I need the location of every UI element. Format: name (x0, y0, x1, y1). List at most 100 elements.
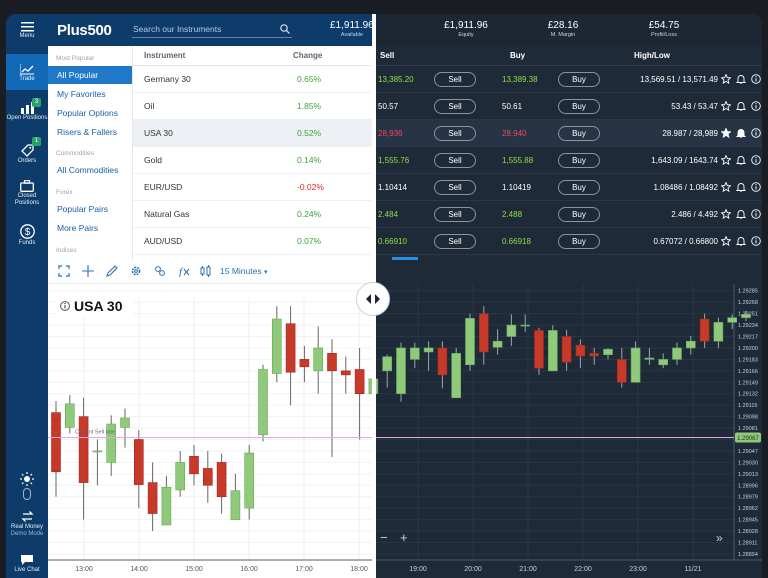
time-tick-label: 23:00 (629, 566, 647, 573)
info-icon[interactable] (751, 128, 761, 138)
menu-popular-options[interactable]: Popular Options (57, 108, 118, 118)
table-row[interactable]: 13,385.20 Sell 13,389.38 Buy 13,569.51 / 13,… (372, 66, 762, 93)
candle (340, 370, 351, 376)
buy-price: 50.61 (502, 102, 523, 111)
bell-icon[interactable] (736, 101, 746, 111)
chart-type-icon[interactable] (200, 265, 212, 277)
search-input[interactable]: Search our Instruments (132, 21, 292, 38)
search-icon[interactable] (280, 24, 290, 34)
table-row[interactable]: Gold 0.14% (133, 147, 372, 174)
zoom-out-button[interactable]: − (380, 530, 388, 545)
pencil-icon[interactable] (106, 265, 118, 277)
stat-available: £1,911.96 Available (330, 20, 374, 39)
nav-trade[interactable]: Trade (6, 54, 48, 90)
sell-button[interactable]: Sell (434, 207, 476, 222)
brightness-toggle[interactable] (6, 472, 48, 502)
nav-open-positions[interactable]: Open Positions 3 (6, 98, 48, 132)
table-row[interactable]: 2.484 Sell 2.488 Buy 2.486 / 4.492 (372, 201, 762, 228)
table-row[interactable]: 1.10414 Sell 1.10419 Buy 1.08486 / 1.08492 (372, 174, 762, 201)
bell-icon[interactable] (736, 128, 746, 138)
candle (120, 417, 130, 428)
table-row[interactable]: USA 30 0.52% (133, 120, 372, 147)
chart-icon (20, 64, 34, 75)
fullscreen-icon[interactable] (58, 265, 70, 277)
bell-icon[interactable] (736, 209, 746, 219)
table-row[interactable]: 1,555.76 Sell 1,555.88 Buy 1,643.09 / 1643.7… (372, 147, 762, 174)
indicators-icon[interactable]: f (178, 265, 190, 277)
info-icon[interactable] (751, 182, 761, 192)
info-icon[interactable] (751, 155, 761, 165)
nav-menu[interactable]: Menu (6, 22, 48, 48)
table-row[interactable]: 50.57 Sell 50.61 Buy 53.43 / 53.47 (372, 93, 762, 120)
sell-button[interactable]: Sell (434, 126, 476, 141)
candle (382, 356, 393, 372)
info-icon[interactable] (751, 74, 761, 84)
sell-button[interactable]: Sell (434, 72, 476, 87)
info-icon[interactable] (751, 236, 761, 246)
bell-icon[interactable] (736, 182, 746, 192)
menu-all-commodities[interactable]: All Commodities (57, 165, 119, 175)
menu-risers-fallers[interactable]: Risers & Fallers (57, 127, 117, 137)
compare-icon[interactable] (154, 265, 166, 277)
gear-icon[interactable] (130, 265, 142, 277)
theme-switch[interactable] (23, 488, 31, 500)
price-tick-label: 1.29098 (738, 415, 758, 421)
table-row[interactable]: 0.66910 Sell 0.66918 Buy 0.67072 / 0.66800 (372, 228, 762, 255)
info-icon[interactable] (751, 101, 761, 111)
menu-section-most-popular: Most Popular (56, 55, 95, 62)
buy-button[interactable]: Buy (558, 72, 600, 87)
crosshair-icon[interactable] (82, 265, 94, 277)
candlestick-chart[interactable]: 1.292851.292681.292511.292341.292171.292… (48, 284, 762, 578)
candle (727, 317, 738, 323)
star-icon[interactable] (721, 182, 731, 192)
candle (161, 486, 172, 526)
table-row[interactable]: Natural Gas 0.24% (133, 201, 372, 228)
sell-button[interactable]: Sell (434, 180, 476, 195)
info-icon[interactable] (751, 209, 761, 219)
star-icon[interactable] (721, 101, 731, 111)
candle (285, 323, 296, 373)
buy-button[interactable]: Buy (558, 153, 600, 168)
buy-button[interactable]: Buy (558, 180, 600, 195)
table-row[interactable]: 28,936 Sell 28,940 Buy 28.987 / 28,989 (372, 120, 762, 147)
menu-more-pairs[interactable]: More Pairs (57, 223, 99, 233)
current-rate-label: Current Sell rate (75, 429, 115, 435)
star-icon[interactable] (721, 236, 731, 246)
sell-button[interactable]: Sell (434, 99, 476, 114)
fast-forward-icon[interactable]: » (716, 531, 723, 545)
bell-icon[interactable] (736, 155, 746, 165)
candle (658, 359, 669, 366)
buy-button[interactable]: Buy (558, 234, 600, 249)
star-icon[interactable] (721, 209, 731, 219)
available-value: £1,911.96 (330, 20, 374, 31)
split-handle[interactable] (356, 282, 390, 316)
bell-icon[interactable] (736, 74, 746, 84)
menu-popular-pairs[interactable]: Popular Pairs (57, 204, 109, 214)
price-tick-label: 1.29115 (738, 403, 757, 409)
sell-button[interactable]: Sell (434, 234, 476, 249)
buy-price: 1,555.88 (502, 156, 534, 165)
buy-button[interactable]: Buy (558, 99, 600, 114)
table-row[interactable]: EUR/USD -0.02% (133, 174, 372, 201)
menu-all-popular[interactable]: All Popular (48, 66, 132, 84)
nav-funds[interactable]: $ Funds (6, 224, 48, 250)
live-chat-button[interactable]: Live Chat (6, 554, 48, 578)
buy-button[interactable]: Buy (558, 207, 600, 222)
nav-closed-positions[interactable]: Closed Positions (6, 180, 48, 212)
star-icon[interactable] (721, 74, 731, 84)
nav-orders[interactable]: Orders 1 (6, 137, 48, 170)
buy-button[interactable]: Buy (558, 126, 600, 141)
star-icon[interactable] (721, 155, 731, 165)
time-tick-label: 17:00 (295, 566, 313, 573)
zoom-in-button[interactable]: + (400, 530, 408, 545)
table-row[interactable]: AUD/USD 0.07% (133, 228, 372, 255)
table-row[interactable]: Germany 30 0.65% (133, 66, 372, 93)
interval-select[interactable]: 15 Minutes ▾ (220, 264, 267, 280)
info-icon[interactable] (60, 301, 70, 311)
sell-button[interactable]: Sell (434, 153, 476, 168)
bell-icon[interactable] (736, 236, 746, 246)
table-row[interactable]: Oil 1.85% (133, 93, 372, 120)
menu-my-favorites[interactable]: My Favorites (57, 89, 106, 99)
account-mode-switch[interactable]: Real Money Demo Mode (6, 510, 48, 544)
star-icon[interactable] (721, 128, 731, 138)
